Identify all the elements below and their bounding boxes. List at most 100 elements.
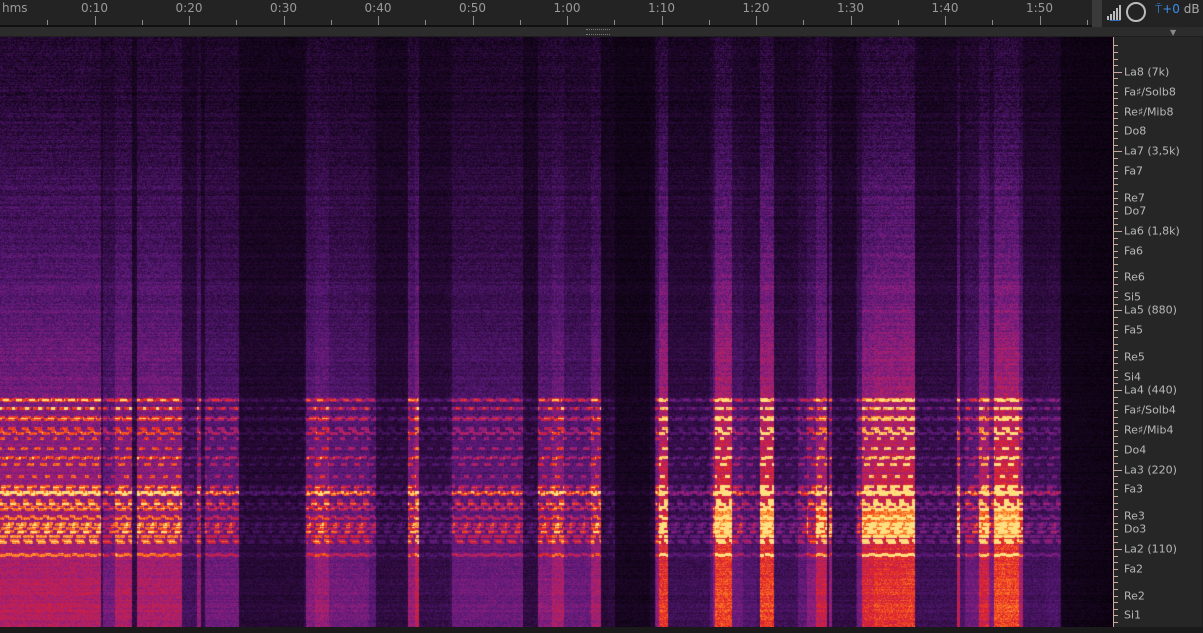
axis-tick: [1114, 270, 1118, 272]
pitch-label: Re♯/Mib8: [1124, 105, 1174, 119]
ruler-tick: [1086, 20, 1088, 25]
axis-tick: [1114, 191, 1118, 193]
axis-tick: [1114, 330, 1118, 332]
axis-tick: [1114, 542, 1118, 544]
axis-tick: [1114, 144, 1118, 146]
axis-tick: [1114, 429, 1118, 431]
pitch-label: Fa2: [1124, 562, 1144, 576]
axis-tick: [1114, 237, 1118, 239]
panel-resize-handle[interactable]: [1092, 0, 1102, 27]
ruler-tick: [1039, 16, 1041, 25]
axis-tick: [1114, 582, 1118, 584]
ruler-tick: [897, 20, 899, 25]
spectrogram-canvas[interactable]: [0, 37, 1113, 627]
axis-tick: [1114, 376, 1118, 378]
pitch-label: Do3: [1124, 522, 1147, 536]
axis-tick: [1114, 496, 1118, 498]
axis-tick: [1114, 522, 1118, 524]
axis-tick: [1114, 138, 1118, 140]
axis-tick: [1114, 482, 1118, 484]
axis-tick: [1114, 118, 1118, 120]
ruler-tick: [708, 20, 710, 25]
axis-tick: [1114, 423, 1118, 425]
axis-tick: [1114, 529, 1118, 531]
axis-tick: [1114, 622, 1118, 624]
time-ruler[interactable]: hms 0:10 0:20 0:30 0:40 0:50 1:00 1:10 1:20 1:30…: [0, 0, 1092, 27]
signal-strength-icon[interactable]: [1106, 3, 1124, 21]
pitch-label: Fa6: [1124, 244, 1144, 258]
ruler-tick: [803, 20, 805, 25]
toolbar-right: [1092, 0, 1203, 27]
axis-tick: [1114, 164, 1118, 166]
pitch-label: La5 (880): [1124, 303, 1177, 317]
axis-tick: [1114, 124, 1118, 126]
pitch-label: Do7: [1124, 204, 1147, 218]
axis-tick: [1114, 615, 1118, 617]
pitch-label: Re7: [1124, 191, 1145, 205]
pitch-label: La7 (3,5k): [1124, 144, 1180, 158]
ruler-tick: [378, 16, 379, 25]
axis-tick: [1114, 151, 1122, 153]
pitch-label: Fa3: [1124, 482, 1144, 496]
ruler-label: 1:00: [553, 1, 581, 15]
axis-tick: [1114, 456, 1118, 458]
axis-tick: [1114, 290, 1118, 292]
axis-tick: [1114, 502, 1118, 504]
ruler-tick: [614, 20, 616, 25]
axis-tick: [1114, 370, 1118, 372]
axis-tick: [1114, 403, 1118, 405]
ruler-label: 1:50: [1026, 1, 1053, 15]
axis-tick: [1114, 608, 1118, 610]
axis-tick: [1114, 409, 1118, 411]
time-units-label: hms: [2, 1, 28, 15]
axis-tick: [1114, 157, 1118, 159]
ruler-tick: [567, 16, 568, 25]
ruler-tick: [47, 20, 49, 25]
ruler-label: 0:10: [81, 1, 108, 15]
axis-tick: [1114, 177, 1118, 179]
axis-tick: [1114, 416, 1118, 418]
axis-tick: [1114, 51, 1118, 53]
axis-tick: [1114, 277, 1118, 279]
axis-tick: [1114, 210, 1118, 212]
axis-tick: [1114, 489, 1118, 491]
ruler-tick: [992, 20, 994, 25]
axis-tick: [1114, 104, 1118, 106]
ruler-label: 0:40: [364, 1, 392, 15]
spectral-toolbar-strip: [0, 27, 1203, 36]
pitch-label: Fa♯/Solb4: [1124, 403, 1176, 417]
microphone-icon: ⍑: [1155, 2, 1163, 16]
ruler-tick: [94, 16, 96, 25]
axis-tick: [1114, 436, 1118, 438]
axis-tick: [1114, 65, 1118, 67]
level-value: +0: [1162, 2, 1180, 16]
pitch-axis: La8 (7k) Fa♯/Solb8 Re♯/Mib8 Do8 La7 (3,5k) Fa…: [1113, 37, 1202, 627]
axis-tick: [1114, 336, 1118, 338]
chevron-down-icon[interactable]: ▼: [1170, 28, 1177, 37]
axis-tick: [1114, 595, 1118, 597]
ruler-tick: [756, 16, 757, 25]
headphones-icon[interactable]: [1126, 2, 1146, 22]
ruler-tick: [850, 16, 852, 25]
splitter-grip[interactable]: [586, 29, 610, 35]
pitch-label: Re3: [1124, 509, 1145, 523]
pitch-label: Re♯/Mib4: [1124, 423, 1174, 437]
axis-tick: [1114, 469, 1122, 471]
pitch-label: Re6: [1124, 270, 1145, 284]
axis-tick: [1114, 230, 1122, 232]
pitch-label: Do4: [1124, 443, 1147, 457]
pitch-label: Fa♯/Solb8: [1124, 85, 1176, 99]
ruler-tick: [425, 20, 427, 25]
ruler-tick: [330, 20, 332, 25]
pitch-label: Re2: [1124, 589, 1145, 603]
axis-tick: [1114, 71, 1122, 73]
axis-tick: [1114, 310, 1122, 312]
pitch-label: La8 (7k): [1124, 65, 1170, 79]
level-readout[interactable]: ⍑+0 dB: [1155, 2, 1200, 17]
axis-tick: [1114, 363, 1118, 365]
ruler-label: 1:20: [742, 1, 770, 15]
axis-tick: [1114, 58, 1118, 60]
axis-tick: [1114, 602, 1118, 604]
bottom-border: [0, 627, 1203, 633]
axis-tick: [1114, 449, 1118, 451]
